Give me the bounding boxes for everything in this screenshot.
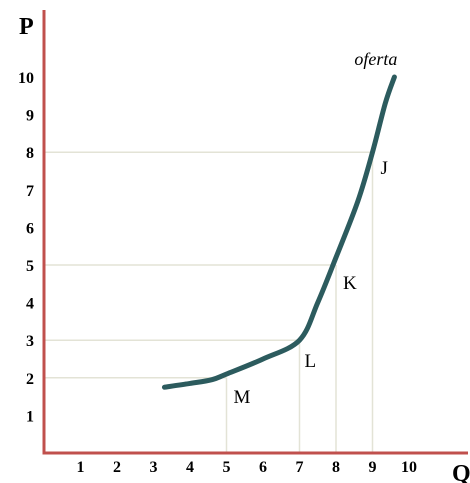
series-label-oferta: oferta <box>354 49 397 69</box>
y-tick-label-9: 9 <box>26 108 34 125</box>
reference-lines <box>44 151 374 453</box>
x-tick-label-2: 2 <box>113 459 121 476</box>
y-axis-title: P <box>19 14 34 40</box>
y-tick-label-5: 5 <box>26 258 34 275</box>
x-tick-label-10: 10 <box>401 459 417 476</box>
point-label-j: J <box>381 158 388 179</box>
y-tick-label-1: 1 <box>26 408 34 425</box>
supply-curve-line <box>161 74 397 390</box>
x-axis-title: Q <box>452 461 470 483</box>
y-tick-label-4: 4 <box>26 296 34 313</box>
y-tick-label-8: 8 <box>26 145 34 162</box>
y-tick-label-2: 2 <box>26 371 34 388</box>
series-group: oferta <box>161 49 397 390</box>
point-label-l: L <box>305 351 317 372</box>
axes <box>42 10 468 455</box>
x-tick-label-7: 7 <box>296 459 304 476</box>
x-tick-label-6: 6 <box>259 459 267 476</box>
y-tick-label-3: 3 <box>26 333 34 350</box>
y-tick-label-10: 10 <box>18 70 34 87</box>
x-tick-labels: 1 2 3 4 5 6 7 8 9 10 <box>77 459 418 476</box>
x-tick-label-1: 1 <box>77 459 85 476</box>
point-label-k: K <box>343 273 357 294</box>
x-tick-label-9: 9 <box>369 459 377 476</box>
x-tick-label-4: 4 <box>186 459 194 476</box>
x-tick-label-3: 3 <box>150 459 158 476</box>
y-tick-label-6: 6 <box>26 220 34 237</box>
point-labels: J K L M <box>234 158 388 408</box>
point-label-m: M <box>234 387 251 408</box>
x-tick-label-5: 5 <box>223 459 231 476</box>
y-tick-label-7: 7 <box>26 183 34 200</box>
x-tick-label-8: 8 <box>332 459 340 476</box>
y-tick-labels: 1 2 3 4 5 6 7 8 9 10 <box>18 70 34 425</box>
